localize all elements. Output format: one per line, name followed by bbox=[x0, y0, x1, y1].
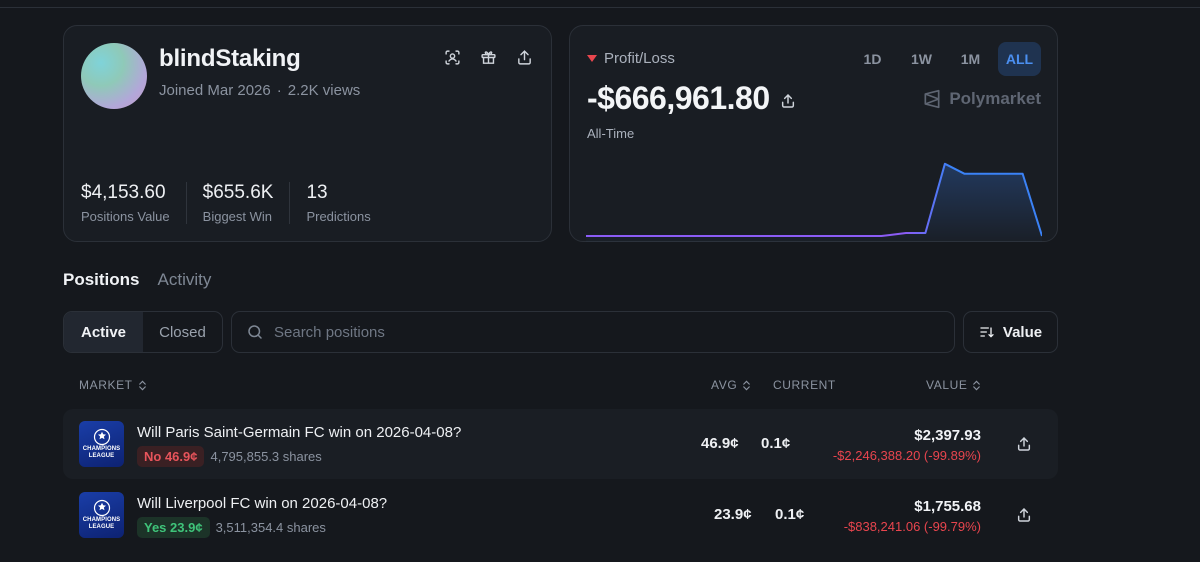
pnl-period: All-Time bbox=[587, 126, 635, 141]
champions-league-logo: CHAMPIONS LEAGUE bbox=[79, 492, 124, 538]
sort-label: Value bbox=[1002, 323, 1043, 341]
sort-updown-icon bbox=[138, 380, 146, 390]
stat-value: $4,153.60 bbox=[81, 182, 166, 203]
pnl-value-row: -$666,961.80 bbox=[587, 80, 796, 117]
username: blindStaking bbox=[159, 45, 301, 72]
down-triangle-icon bbox=[587, 55, 597, 62]
pnl-header: Profit/Loss bbox=[587, 50, 675, 67]
status-toggle: Active Closed bbox=[63, 311, 223, 353]
pnl-label: Profit/Loss bbox=[604, 50, 675, 67]
view-count: 2.2K views bbox=[287, 82, 361, 99]
range-all[interactable]: ALL bbox=[998, 42, 1041, 76]
col-label: AVG bbox=[711, 378, 738, 392]
share-icon[interactable] bbox=[515, 48, 533, 66]
range-selector: 1D 1W 1M ALL bbox=[851, 42, 1041, 76]
position-pnl: -$2,246,388.20 (-99.89%) bbox=[832, 448, 981, 463]
market-title[interactable]: Will Paris Saint-Germain FC win on 2026-… bbox=[137, 424, 462, 441]
champions-league-logo: CHAMPIONS LEAGUE bbox=[79, 421, 124, 467]
joined-date: Joined Mar 2026 bbox=[159, 82, 271, 99]
search-input[interactable] bbox=[274, 323, 914, 341]
share-count: 3,511,354.4 shares bbox=[215, 520, 326, 535]
range-1d[interactable]: 1D bbox=[863, 51, 882, 67]
pnl-chart bbox=[586, 162, 1042, 242]
col-market-header[interactable]: MARKET bbox=[79, 378, 148, 392]
range-1w[interactable]: 1W bbox=[911, 51, 932, 67]
scan-icon[interactable] bbox=[443, 48, 461, 66]
current-price: 0.1¢ bbox=[775, 506, 805, 523]
pnl-share-icon[interactable] bbox=[780, 80, 796, 117]
gift-icon[interactable] bbox=[479, 48, 497, 66]
stat-label: Predictions bbox=[306, 209, 371, 224]
col-label: VALUE bbox=[926, 378, 968, 392]
position-value: $1,755.68 bbox=[914, 498, 981, 515]
top-divider bbox=[0, 7, 1200, 8]
profile-actions bbox=[443, 48, 533, 66]
star-ball-icon bbox=[93, 428, 110, 446]
league-name: CHAMPIONS LEAGUE bbox=[82, 517, 121, 530]
search-box bbox=[231, 311, 955, 353]
profile-meta: Joined Mar 2026 · 2.2K views bbox=[159, 82, 360, 99]
stat-label: Positions Value bbox=[81, 209, 170, 224]
sort-updown-icon bbox=[973, 380, 981, 390]
col-label: CURRENT bbox=[773, 378, 836, 392]
polymarket-brand: Polymarket bbox=[922, 89, 1041, 109]
search-icon bbox=[248, 325, 262, 339]
polymarket-logo-icon bbox=[924, 89, 940, 109]
col-current-header: CURRENT bbox=[773, 378, 836, 392]
col-avg-header[interactable]: AVG bbox=[711, 378, 752, 392]
filter-active-button[interactable]: Active bbox=[64, 312, 143, 352]
share-icon[interactable] bbox=[1016, 507, 1032, 523]
profile-card: blindStaking Joined Mar 2026 · 2.2K views … bbox=[63, 25, 552, 242]
outcome-badge: Yes 23.9¢ bbox=[137, 517, 210, 538]
tab-activity[interactable]: Activity bbox=[157, 270, 212, 289]
stat-value: $655.6K bbox=[202, 182, 274, 203]
position-detail: No 46.9¢ 4,795,855.3 shares bbox=[137, 446, 322, 467]
current-price: 0.1¢ bbox=[761, 435, 791, 452]
stat-positions-value: $4,153.60 Positions Value bbox=[81, 182, 187, 224]
avg-price: 23.9¢ bbox=[714, 506, 752, 523]
table-row[interactable]: CHAMPIONS LEAGUE Will Paris Saint-Germai… bbox=[63, 409, 1058, 479]
sort-value-button[interactable]: Value bbox=[963, 311, 1058, 353]
avatar[interactable] bbox=[81, 43, 147, 109]
stat-biggest-win: $655.6K Biggest Win bbox=[203, 182, 291, 224]
brand-name: Polymarket bbox=[949, 89, 1041, 108]
tab-positions[interactable]: Positions bbox=[63, 270, 140, 289]
avg-price: 46.9¢ bbox=[701, 435, 739, 452]
star-ball-icon bbox=[93, 499, 110, 517]
stat-label: Biggest Win bbox=[202, 209, 273, 224]
stat-predictions: 13 Predictions bbox=[306, 182, 386, 224]
market-title[interactable]: Will Liverpool FC win on 2026-04-08? bbox=[137, 495, 388, 512]
filter-closed-button[interactable]: Closed bbox=[159, 323, 206, 341]
share-count: 4,795,855.3 shares bbox=[210, 449, 322, 464]
meta-separator: · bbox=[276, 82, 282, 99]
sort-updown-icon bbox=[743, 380, 751, 390]
chart-series-line bbox=[586, 162, 1042, 237]
pnl-card: Profit/Loss 1D 1W 1M ALL -$666,961.80 Po… bbox=[569, 25, 1058, 242]
col-label: MARKET bbox=[79, 378, 133, 392]
profile-stats: $4,153.60 Positions Value $655.6K Bigges… bbox=[81, 182, 403, 224]
sort-icon bbox=[980, 327, 994, 338]
share-icon[interactable] bbox=[1016, 436, 1032, 452]
range-1m[interactable]: 1M bbox=[960, 51, 981, 67]
table-row[interactable]: CHAMPIONS LEAGUE Will Liverpool FC win o… bbox=[63, 480, 1058, 550]
section-tabs: Positions Activity bbox=[63, 270, 211, 290]
pnl-value: -$666,961.80 bbox=[587, 80, 770, 116]
position-pnl: -$838,241.06 (-99.79%) bbox=[843, 519, 981, 534]
league-name: CHAMPIONS LEAGUE bbox=[82, 446, 121, 459]
position-value: $2,397.93 bbox=[914, 427, 981, 444]
col-value-header[interactable]: VALUE bbox=[926, 378, 982, 392]
outcome-badge: No 46.9¢ bbox=[137, 446, 205, 467]
chart-area-fill bbox=[586, 163, 1042, 242]
stat-value: 13 bbox=[306, 182, 328, 203]
position-detail: Yes 23.9¢ 3,511,354.4 shares bbox=[137, 517, 326, 538]
